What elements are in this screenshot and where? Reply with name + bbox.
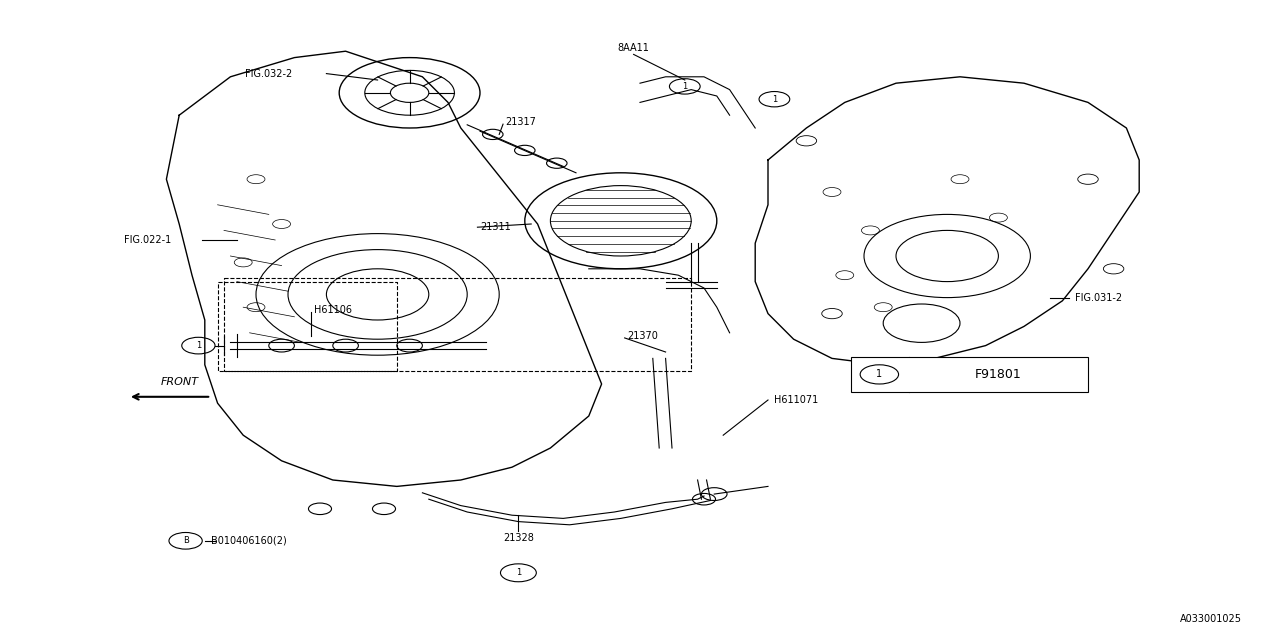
Text: FIG.031-2: FIG.031-2 — [1075, 292, 1123, 303]
Text: 21370: 21370 — [627, 331, 658, 341]
Text: 1: 1 — [196, 341, 201, 350]
Text: H61106: H61106 — [314, 305, 352, 316]
Text: 1: 1 — [516, 568, 521, 577]
Text: 1: 1 — [877, 369, 882, 380]
Text: 21311: 21311 — [480, 222, 511, 232]
Text: F91801: F91801 — [975, 368, 1021, 381]
Text: 1: 1 — [772, 95, 777, 104]
Text: H611071: H611071 — [774, 395, 819, 405]
FancyBboxPatch shape — [851, 357, 1088, 392]
Text: A033001025: A033001025 — [1180, 614, 1242, 624]
Text: FIG.022-1: FIG.022-1 — [124, 235, 170, 245]
Text: FRONT: FRONT — [160, 377, 198, 387]
Text: 8AA11: 8AA11 — [618, 43, 649, 53]
Text: 21317: 21317 — [506, 116, 536, 127]
Text: B010406160(2): B010406160(2) — [211, 536, 287, 546]
Text: 21328: 21328 — [503, 532, 534, 543]
Text: 1: 1 — [682, 82, 687, 91]
Text: B: B — [183, 536, 188, 545]
Text: FIG.032-2: FIG.032-2 — [246, 68, 292, 79]
